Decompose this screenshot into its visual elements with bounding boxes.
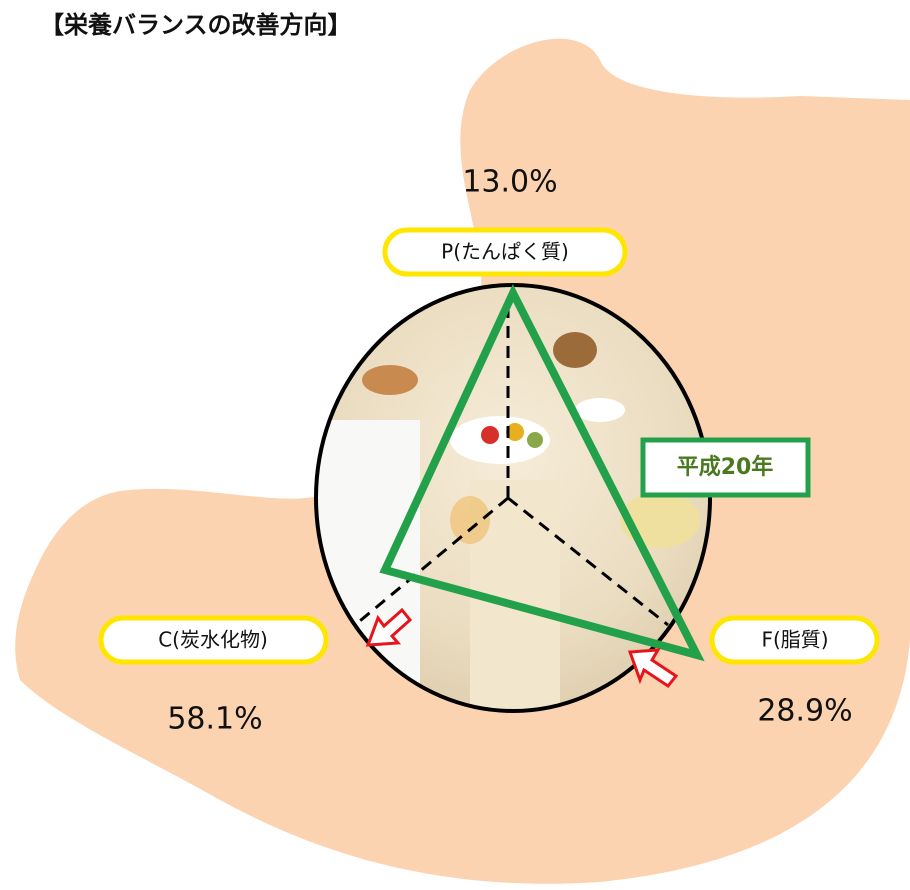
label-pill xyxy=(709,615,880,665)
nutrient-label: F(脂質) xyxy=(761,628,828,652)
label-pill xyxy=(98,615,329,665)
year-box xyxy=(640,437,811,498)
axes xyxy=(354,300,669,627)
year-label: 平成20年 xyxy=(677,454,774,480)
label-pill xyxy=(382,227,628,277)
title: 【栄養バランスの改善方向】 xyxy=(40,11,352,39)
nutrient-label: P(たんぱく質) xyxy=(441,240,569,264)
nutrient-label: C(炭水化物) xyxy=(158,628,268,652)
balance-triangle xyxy=(379,283,705,662)
nutrient-value: 28.9% xyxy=(757,694,852,729)
nutrient-value: 13.0% xyxy=(462,165,557,200)
shift-arrows xyxy=(365,607,679,689)
nutrient-value: 58.1% xyxy=(167,702,262,737)
